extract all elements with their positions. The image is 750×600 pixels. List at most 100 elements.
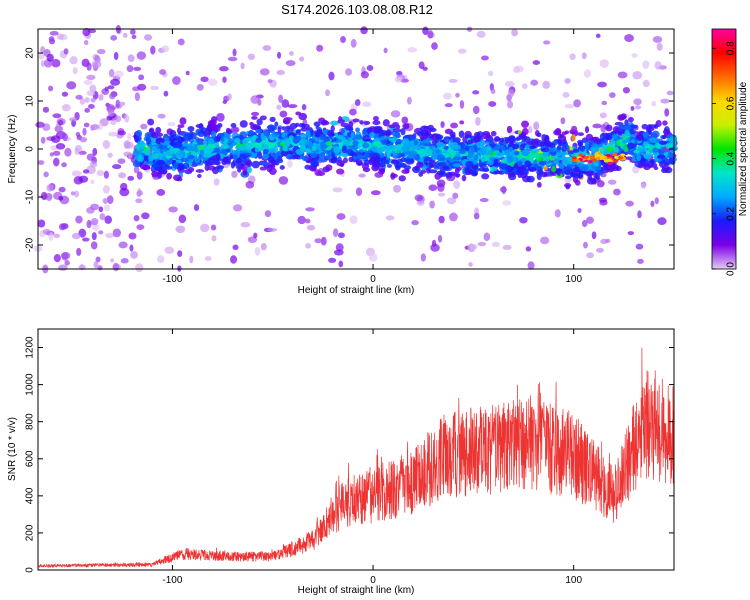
- spectrogram-point: [508, 173, 517, 181]
- spectrogram-point: [606, 134, 612, 140]
- spectrogram-point: [90, 241, 98, 250]
- spectrogram-point: [231, 149, 239, 155]
- spectrogram-point: [263, 144, 269, 150]
- spectrogram-point: [196, 83, 204, 91]
- spectrogram-point: [231, 170, 238, 178]
- spectrogram-point: [633, 98, 642, 106]
- spectrogram-point: [295, 129, 301, 135]
- spectrogram-point: [667, 151, 674, 159]
- spectrogram-point: [226, 148, 231, 153]
- spectrogram-point: [204, 151, 212, 157]
- spectrogram-point: [175, 225, 186, 234]
- spectrogram-point: [217, 132, 225, 137]
- spectrogram-point: [128, 232, 137, 240]
- colorbar-ticks: 0.0 0.2 0.4 0.6 0.8: [712, 41, 737, 276]
- spectrogram-point: [167, 122, 176, 127]
- spectrogram-point: [348, 121, 354, 128]
- spectrogram-point: [286, 150, 295, 155]
- spectrogram-point: [204, 256, 212, 262]
- spectrogram-point: [327, 129, 335, 137]
- spectrogram-point: [607, 179, 617, 185]
- spectrogram-point: [289, 51, 294, 56]
- spectrogram-point: [245, 142, 253, 148]
- spectrogram-point: [384, 130, 391, 137]
- spectrogram-point: [172, 76, 181, 85]
- spectrogram-point: [543, 40, 551, 45]
- spectrogram-point: [323, 135, 330, 143]
- spectrogram-point: [481, 173, 490, 180]
- spectrogram-point: [487, 70, 494, 77]
- spectrogram-point: [447, 141, 454, 147]
- spectrogram-point: [325, 89, 331, 97]
- spectrogram-point: [163, 90, 169, 97]
- spectrogram-point: [532, 60, 541, 65]
- spectrogram-point: [84, 108, 90, 113]
- spectrogram-point: [251, 160, 260, 169]
- y-tick-label: 200: [25, 524, 36, 541]
- spectrogram-point: [82, 127, 87, 136]
- spectrogram-point: [267, 227, 278, 232]
- spectrogram-point: [254, 246, 261, 256]
- spectrogram-point: [242, 166, 248, 174]
- spectrogram-point: [71, 170, 82, 177]
- spectrogram-point: [504, 137, 510, 144]
- spectrogram-point: [48, 36, 55, 42]
- spectrogram-point: [600, 124, 607, 133]
- spectrogram-point: [199, 150, 205, 156]
- spectrogram-point: [135, 198, 143, 204]
- spectrogram-point: [429, 200, 435, 209]
- spectrogram-point: [380, 167, 386, 174]
- spectrogram-point: [169, 148, 176, 155]
- spectrogram-point: [46, 53, 54, 62]
- spectrogram-point: [83, 40, 89, 46]
- spectrogram-point: [438, 215, 445, 224]
- spectrogram-point: [87, 104, 95, 109]
- spectrogram-point: [320, 236, 327, 246]
- spectrogram-point: [98, 94, 104, 101]
- spectrogram-point: [145, 137, 152, 145]
- spectrogram-point: [53, 254, 61, 263]
- colorbar-tick-label: 0.8: [726, 41, 737, 55]
- spectrogram-point: [232, 48, 237, 57]
- spectrogram-point: [363, 120, 371, 125]
- spectrogram-point: [379, 139, 388, 145]
- spectrogram-point: [528, 125, 533, 134]
- spectrogram-point: [104, 215, 113, 224]
- spectrogram-point: [58, 186, 66, 193]
- spectrogram-point: [345, 68, 353, 76]
- spectrogram-point: [642, 60, 650, 69]
- spectrogram-point: [185, 70, 190, 76]
- spectrogram-point: [415, 155, 421, 161]
- spectrogram-point: [324, 155, 333, 160]
- spectrogram-point: [259, 68, 270, 76]
- spectrogram-point: [561, 157, 570, 166]
- spectrogram-point: [141, 212, 150, 220]
- spectrogram-point: [633, 149, 640, 154]
- spectrogram-point: [82, 237, 90, 242]
- spectrogram-point: [645, 127, 655, 132]
- spectrogram-point: [336, 213, 346, 220]
- spectrogram-point: [245, 181, 255, 189]
- spectrogram-point: [542, 80, 551, 89]
- spectrogram-point: [61, 104, 71, 112]
- spectrogram-point: [569, 53, 576, 61]
- spectrogram-point: [148, 154, 154, 162]
- spectrogram-point: [350, 132, 355, 139]
- x-tick-label: 0: [370, 575, 376, 586]
- spectrogram-point: [373, 115, 379, 121]
- spectrogram-point: [103, 204, 111, 212]
- spectrogram-point: [358, 154, 364, 159]
- spectrogram-point: [249, 121, 254, 126]
- spectrogram-point: [64, 147, 72, 157]
- spectrogram-point: [379, 130, 386, 138]
- spectrogram-point: [314, 238, 322, 244]
- spectrogram-point: [540, 236, 550, 245]
- spectrogram-point: [133, 166, 140, 174]
- spectrogram-point: [635, 134, 644, 141]
- spectrogram-y-label: Frequency (Hz): [7, 115, 18, 184]
- spectrogram-point: [288, 135, 294, 141]
- spectrogram-point: [585, 133, 594, 141]
- spectrogram-point: [53, 157, 60, 167]
- spectrogram-point: [332, 228, 339, 237]
